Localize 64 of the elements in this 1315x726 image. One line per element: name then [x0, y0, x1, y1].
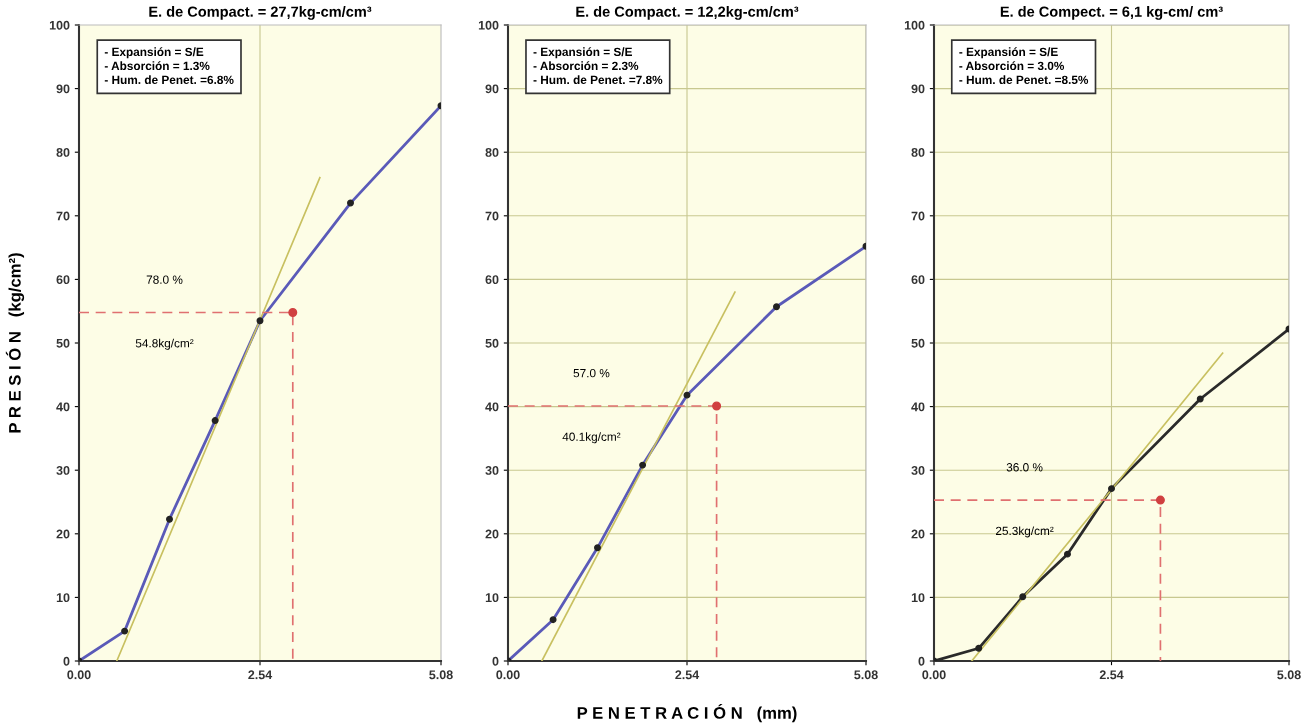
x-tick-label: 0.00: [496, 670, 520, 680]
point: [712, 401, 722, 411]
point: [1196, 395, 1204, 403]
point: [1108, 485, 1115, 493]
y-tick-label: 70: [485, 211, 499, 221]
annotation: 40.1kg/cm²: [562, 432, 621, 444]
x-axis-title: P E N E T R A C I Ó N (mm): [577, 703, 797, 723]
x-tick-label: 5.08: [854, 670, 878, 680]
y-tick-label: 10: [56, 593, 70, 603]
y-tick-label: 50: [56, 338, 70, 348]
y-tick-label: 90: [56, 84, 70, 94]
y-tick-label: 10: [485, 593, 499, 603]
y-tick-label: 50: [911, 338, 925, 348]
x-tick-label: 2.54: [1099, 670, 1124, 680]
y-tick-label: 30: [911, 466, 925, 475]
y-tick-label: 100: [49, 20, 70, 30]
point: [1019, 593, 1027, 601]
x-tick-label: 2.54: [248, 670, 273, 680]
y-tick-label: 10: [911, 593, 925, 603]
point: [288, 307, 298, 317]
x-tick-label: 5.08: [1277, 670, 1301, 680]
y-tick-label: 70: [911, 211, 925, 221]
annotation: 54.8kg/cm²: [135, 338, 194, 350]
annotation: 25.3kg/cm²: [995, 526, 1054, 538]
y-tick-label: 40: [56, 402, 70, 412]
y-tick-label: 90: [485, 84, 499, 94]
y-tick-label: 60: [911, 275, 925, 285]
y-tick-label: 0: [63, 656, 70, 666]
y-tick-label: 20: [911, 529, 925, 539]
point: [975, 644, 983, 652]
chart-title: E. de Compect. = 6,1 kg-cm/ cm³: [1000, 6, 1223, 20]
annotation: - Expansión = S/E - Absorción = 2.3% - Hum. de Penet. =7.8%: [533, 47, 663, 85]
x-tick-label: 0.00: [922, 670, 946, 680]
chart-title: E. de Compact. = 12,2kg-cm/cm³: [576, 6, 799, 20]
annotation: 36.0 %: [1006, 463, 1043, 472]
y-tick-label: 50: [485, 338, 499, 348]
y-tick-label: 60: [56, 275, 70, 285]
y-tick-label: 80: [911, 148, 925, 157]
y-tick-label: 80: [56, 148, 70, 157]
y-tick-label: 90: [911, 84, 925, 94]
y-tick-label: 20: [56, 529, 70, 539]
y-tick-label: 100: [478, 20, 499, 30]
y-tick-label: 80: [485, 148, 499, 157]
point: [1064, 550, 1071, 558]
x-tick-label: 2.54: [675, 670, 700, 680]
annotation: - Expansión = S/E - Absorción = 1.3% - Hum. de Penet. =6.8%: [104, 47, 234, 85]
y-tick-label: 0: [492, 656, 499, 666]
y-tick-label: 60: [485, 275, 499, 285]
y-tick-label: 70: [56, 211, 70, 221]
y-tick-label: 30: [56, 466, 70, 475]
annotation: - Expansión = S/E - Absorción = 3.0% - Hum. de Penet. =8.5%: [959, 47, 1089, 85]
annotation: 78.0 %: [146, 275, 183, 284]
y-tick-label: 30: [485, 466, 499, 475]
point: [1155, 495, 1165, 505]
chart-title: E. de Compact. = 27,7kg-cm/cm³: [149, 6, 372, 20]
x-tick-label: 5.08: [429, 670, 453, 680]
annotation: 57.0 %: [573, 368, 610, 378]
y-axis-title: P R E S I Ó N (kg/cm²): [5, 253, 25, 433]
y-tick-label: 40: [911, 402, 925, 412]
y-tick-label: 20: [485, 529, 499, 539]
x-tick-label: 0.00: [67, 670, 91, 680]
y-tick-label: 100: [904, 20, 925, 30]
y-tick-label: 0: [918, 656, 925, 666]
y-tick-label: 40: [485, 402, 499, 412]
